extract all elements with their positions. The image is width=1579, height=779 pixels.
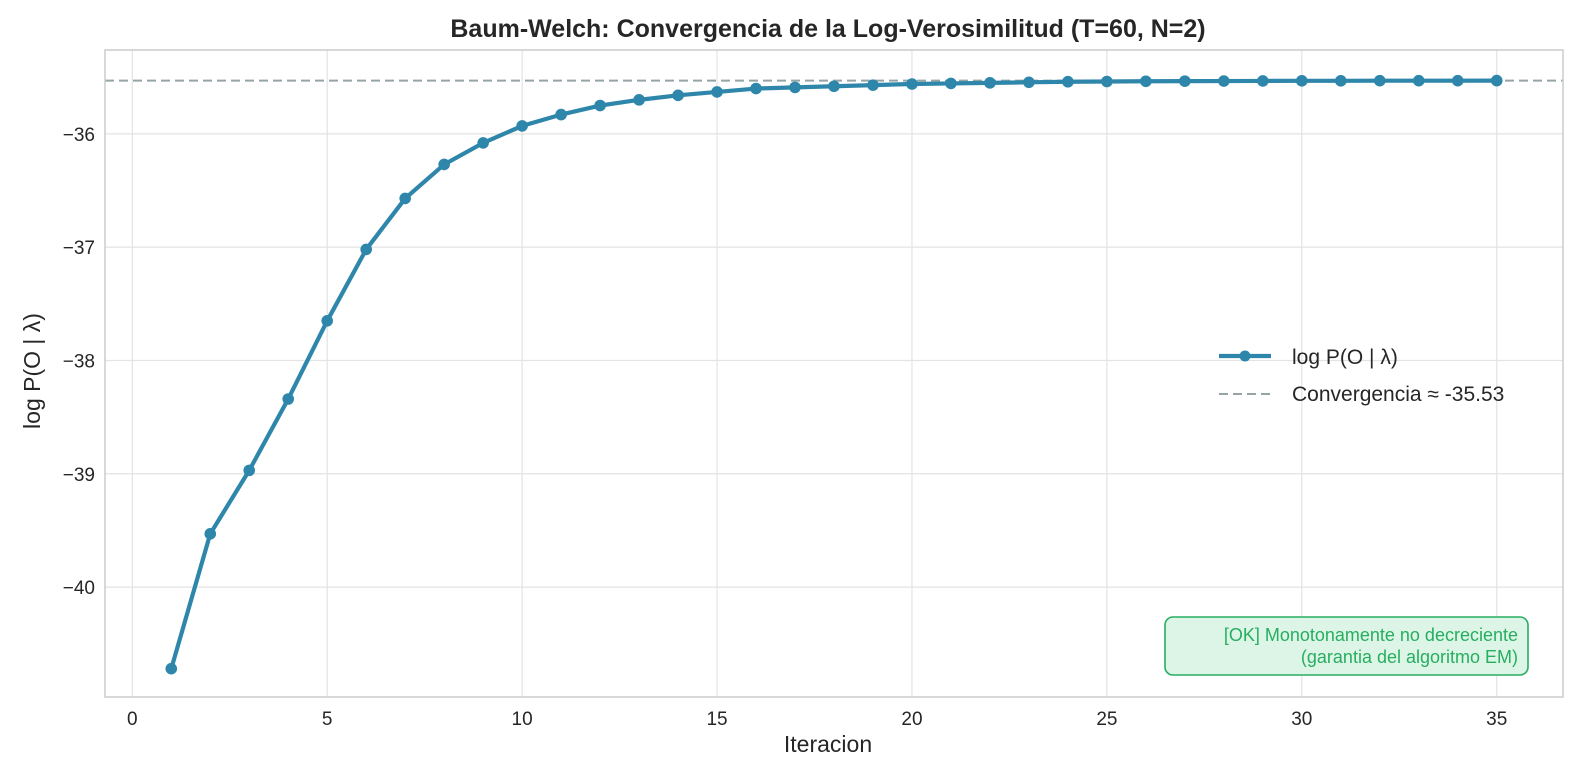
x-tick-label: 0 bbox=[127, 709, 138, 730]
series-point bbox=[1023, 76, 1035, 89]
legend-reference-label: Convergencia ≈ -35.53 bbox=[1292, 383, 1504, 406]
y-tick-label: −37 bbox=[63, 238, 95, 259]
plot-frame bbox=[104, 49, 1564, 698]
series-point bbox=[633, 94, 645, 106]
series-point bbox=[204, 528, 217, 540]
annotation-line-1: [OK] Monotonamente no decreciente bbox=[1224, 625, 1518, 645]
series-point bbox=[906, 78, 918, 90]
series-point bbox=[672, 89, 684, 102]
x-tick-label: 30 bbox=[1291, 709, 1312, 730]
series-markers bbox=[165, 74, 1503, 675]
series-point bbox=[1257, 75, 1269, 87]
series-point bbox=[438, 158, 450, 171]
series-point bbox=[243, 464, 256, 477]
x-tick-label: 10 bbox=[512, 709, 533, 730]
x-tick-labels: 0 5 10 15 20 25 30 35 bbox=[127, 709, 1507, 730]
x-tick-label: 35 bbox=[1486, 709, 1507, 730]
legend: log P(O | λ) Convergencia ≈ -35.53 bbox=[1219, 346, 1504, 406]
series-point bbox=[750, 82, 762, 95]
chart-title: Baum-Welch: Convergencia de la Log-Veros… bbox=[450, 15, 1205, 43]
series-point bbox=[1101, 75, 1113, 88]
series-point bbox=[321, 315, 334, 327]
x-gridlines bbox=[131, 50, 1498, 697]
y-axis-label: log P(O | λ) bbox=[19, 313, 45, 429]
legend-series-label: log P(O | λ) bbox=[1292, 346, 1398, 369]
series-point bbox=[828, 80, 840, 93]
legend-series-marker bbox=[1239, 350, 1251, 362]
y-tick-labels: −36 −37 −38 −39 −40 bbox=[63, 125, 95, 599]
series-point bbox=[555, 108, 567, 121]
series-point bbox=[1296, 75, 1308, 87]
series-point bbox=[1490, 74, 1503, 87]
series-point bbox=[711, 86, 723, 98]
x-tick-label: 5 bbox=[322, 709, 333, 730]
series-point bbox=[165, 662, 178, 675]
x-axis-label: Iteracion bbox=[784, 731, 872, 757]
series-point bbox=[282, 393, 295, 405]
x-tick-label: 15 bbox=[706, 709, 727, 730]
series-point bbox=[594, 99, 606, 112]
series-point bbox=[477, 137, 489, 149]
series-point bbox=[516, 120, 528, 132]
series-point bbox=[360, 243, 372, 256]
x-tick-label: 25 bbox=[1096, 709, 1117, 730]
x-tick-label: 20 bbox=[901, 709, 922, 730]
series-point bbox=[1179, 75, 1191, 87]
y-tick-label: −38 bbox=[63, 351, 95, 372]
series-point bbox=[1412, 74, 1425, 87]
annotation-box: [OK] Monotonamente no decreciente (garan… bbox=[1164, 616, 1529, 676]
series-point bbox=[1062, 75, 1074, 88]
annotation-background bbox=[1164, 616, 1529, 676]
series-point bbox=[1140, 75, 1152, 88]
series-point bbox=[1373, 74, 1386, 87]
series-point bbox=[867, 79, 879, 91]
y-gridlines bbox=[105, 133, 1563, 588]
series-point bbox=[1334, 75, 1347, 87]
y-tick-label: −40 bbox=[63, 578, 95, 599]
y-tick-label: −36 bbox=[63, 125, 95, 146]
series-point bbox=[399, 192, 411, 205]
series-point bbox=[984, 77, 996, 89]
annotation-line-2: (garantia del algoritmo EM) bbox=[1301, 647, 1518, 667]
series-point bbox=[945, 77, 957, 90]
series-point bbox=[1218, 75, 1230, 87]
series-point bbox=[1451, 74, 1464, 87]
y-tick-label: −39 bbox=[63, 465, 95, 486]
series-point bbox=[789, 81, 801, 94]
